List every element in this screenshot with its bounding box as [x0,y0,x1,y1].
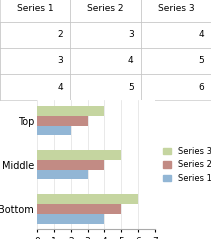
Bar [37,195,138,204]
Bar [37,150,121,160]
Bar [37,170,88,179]
Bar [37,160,104,170]
Bar [37,106,104,116]
Bar [37,214,104,223]
Bar [37,126,71,135]
Legend: Series 3, Series 2, Series 1: Series 3, Series 2, Series 1 [163,147,211,183]
Bar [37,204,121,214]
Bar [37,116,88,126]
